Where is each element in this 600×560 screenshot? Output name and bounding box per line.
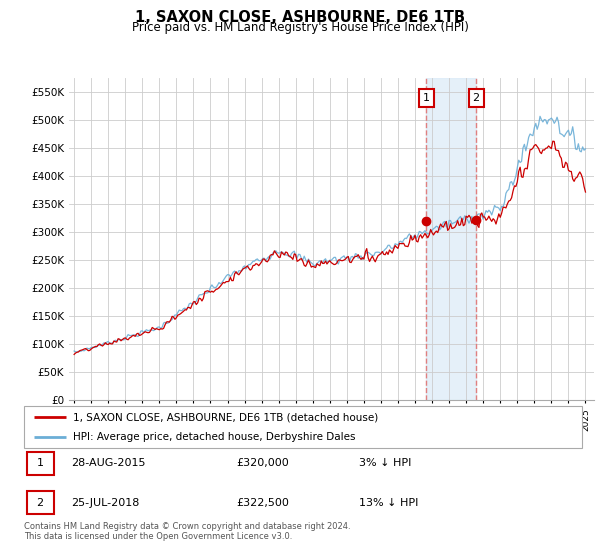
- Text: 28-AUG-2015: 28-AUG-2015: [71, 459, 146, 468]
- FancyBboxPatch shape: [27, 492, 53, 514]
- Text: £320,000: £320,000: [236, 459, 289, 468]
- FancyBboxPatch shape: [27, 452, 53, 475]
- Text: 13% ↓ HPI: 13% ↓ HPI: [359, 498, 418, 507]
- Text: 1: 1: [423, 93, 430, 103]
- Text: 2: 2: [473, 93, 479, 103]
- Text: Price paid vs. HM Land Registry's House Price Index (HPI): Price paid vs. HM Land Registry's House …: [131, 21, 469, 34]
- FancyBboxPatch shape: [24, 406, 582, 448]
- Text: Contains HM Land Registry data © Crown copyright and database right 2024.
This d: Contains HM Land Registry data © Crown c…: [24, 522, 350, 542]
- Text: HPI: Average price, detached house, Derbyshire Dales: HPI: Average price, detached house, Derb…: [73, 432, 356, 442]
- Bar: [427, 78, 476, 400]
- Text: 1: 1: [37, 459, 44, 468]
- Text: 3% ↓ HPI: 3% ↓ HPI: [359, 459, 411, 468]
- Text: 1, SAXON CLOSE, ASHBOURNE, DE6 1TB (detached house): 1, SAXON CLOSE, ASHBOURNE, DE6 1TB (deta…: [73, 412, 379, 422]
- Text: 25-JUL-2018: 25-JUL-2018: [71, 498, 140, 507]
- Text: 1, SAXON CLOSE, ASHBOURNE, DE6 1TB: 1, SAXON CLOSE, ASHBOURNE, DE6 1TB: [135, 10, 465, 25]
- Text: 2: 2: [37, 498, 44, 507]
- Text: £322,500: £322,500: [236, 498, 289, 507]
